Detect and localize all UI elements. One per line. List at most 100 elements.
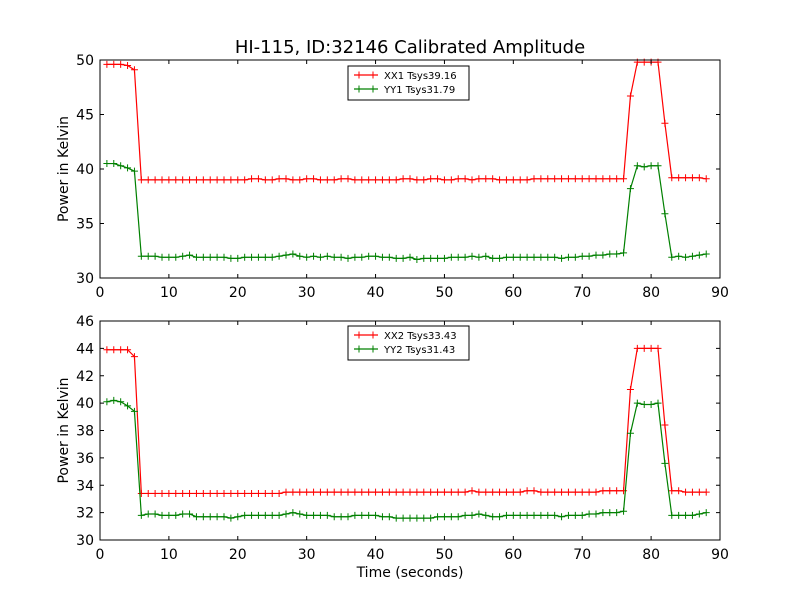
data-point-marker xyxy=(558,254,566,262)
data-point-marker xyxy=(337,253,345,261)
data-point-marker xyxy=(427,488,435,496)
y-tick-label: 42 xyxy=(76,369,94,385)
data-point-marker xyxy=(275,252,283,260)
data-point-marker xyxy=(571,175,579,183)
data-point-marker xyxy=(130,407,138,415)
data-point-marker xyxy=(558,488,566,496)
data-point-marker xyxy=(558,175,566,183)
data-point-marker xyxy=(695,488,703,496)
data-point-marker xyxy=(165,176,173,184)
data-point-marker xyxy=(585,252,593,260)
data-point-marker xyxy=(186,176,194,184)
data-point-marker xyxy=(578,252,586,260)
data-point-marker xyxy=(661,459,669,467)
x-tick-label: 40 xyxy=(367,285,385,301)
x-tick-label: 80 xyxy=(642,547,660,563)
legend-label: XX1 Tsys39.16 xyxy=(384,71,457,82)
y-tick-label: 34 xyxy=(76,478,94,494)
data-point-marker xyxy=(192,489,200,497)
data-point-marker xyxy=(440,513,448,521)
data-point-marker xyxy=(434,254,442,262)
data-point-marker xyxy=(592,175,600,183)
data-point-marker xyxy=(447,253,455,261)
data-point-marker xyxy=(385,513,393,521)
data-point-marker xyxy=(633,399,641,407)
data-point-marker xyxy=(220,513,228,521)
data-point-marker xyxy=(282,251,290,259)
data-point-marker xyxy=(282,175,290,183)
data-point-marker xyxy=(530,511,538,519)
data-point-marker xyxy=(599,175,607,183)
data-point-marker xyxy=(626,385,634,393)
data-point-marker xyxy=(682,174,690,182)
data-point-marker xyxy=(213,253,221,261)
data-point-marker xyxy=(578,511,586,519)
x-tick-label: 50 xyxy=(436,285,454,301)
data-point-marker xyxy=(427,254,435,262)
data-point-marker xyxy=(110,60,118,68)
data-point-marker xyxy=(124,164,132,172)
data-point-marker xyxy=(447,513,455,521)
data-point-marker xyxy=(316,488,324,496)
data-point-marker xyxy=(530,175,538,183)
data-point-marker xyxy=(482,511,490,519)
data-point-marker xyxy=(585,175,593,183)
data-point-marker xyxy=(254,511,262,519)
data-point-marker xyxy=(682,253,690,261)
data-point-marker xyxy=(537,175,545,183)
data-point-marker xyxy=(213,489,221,497)
data-point-marker xyxy=(268,253,276,261)
data-point-marker xyxy=(310,175,318,183)
data-point-marker xyxy=(620,249,628,257)
data-point-marker xyxy=(103,60,111,68)
data-point-marker xyxy=(206,176,214,184)
data-point-marker xyxy=(440,488,448,496)
data-point-marker xyxy=(640,344,648,352)
x-tick-label: 90 xyxy=(711,547,729,563)
data-point-marker xyxy=(303,253,311,261)
data-point-marker xyxy=(330,253,338,261)
x-tick-label: 0 xyxy=(96,547,105,563)
data-point-marker xyxy=(344,488,352,496)
data-point-marker xyxy=(117,346,125,354)
data-point-marker xyxy=(110,396,118,404)
data-point-marker xyxy=(675,511,683,519)
data-point-marker xyxy=(344,513,352,521)
legend-label: YY1 Tsys31.79 xyxy=(383,85,455,96)
data-point-marker xyxy=(647,344,655,352)
data-point-marker xyxy=(151,176,159,184)
legend-marker xyxy=(358,85,374,93)
data-point-marker xyxy=(110,346,118,354)
data-point-marker xyxy=(537,253,545,261)
data-point-marker xyxy=(179,510,187,518)
data-point-marker xyxy=(661,210,669,218)
x-tick-label: 80 xyxy=(642,285,660,301)
data-point-marker xyxy=(310,252,318,260)
y-tick-label: 44 xyxy=(76,341,94,357)
data-point-marker xyxy=(330,513,338,521)
figure-title: HI-115, ID:32146 Calibrated Amplitude xyxy=(235,37,585,58)
data-point-marker xyxy=(420,514,428,522)
data-point-marker xyxy=(564,253,572,261)
data-point-marker xyxy=(454,488,462,496)
data-point-marker xyxy=(337,488,345,496)
data-point-marker xyxy=(144,176,152,184)
data-point-marker xyxy=(654,162,662,170)
data-point-marker xyxy=(172,489,180,497)
x-tick-label: 10 xyxy=(160,285,178,301)
data-point-marker xyxy=(454,513,462,521)
data-point-marker xyxy=(282,510,290,518)
y-tick-label: 32 xyxy=(76,506,94,522)
data-point-marker xyxy=(551,175,559,183)
y-tick-label: 38 xyxy=(76,424,94,440)
data-point-marker xyxy=(592,488,600,496)
data-point-marker xyxy=(468,176,476,184)
data-point-marker xyxy=(213,513,221,521)
data-point-marker xyxy=(234,176,242,184)
data-point-marker xyxy=(654,399,662,407)
data-point-marker xyxy=(289,176,297,184)
data-point-marker xyxy=(227,514,235,522)
data-point-marker xyxy=(130,66,138,74)
data-point-marker xyxy=(151,510,159,518)
data-point-marker xyxy=(248,175,256,183)
